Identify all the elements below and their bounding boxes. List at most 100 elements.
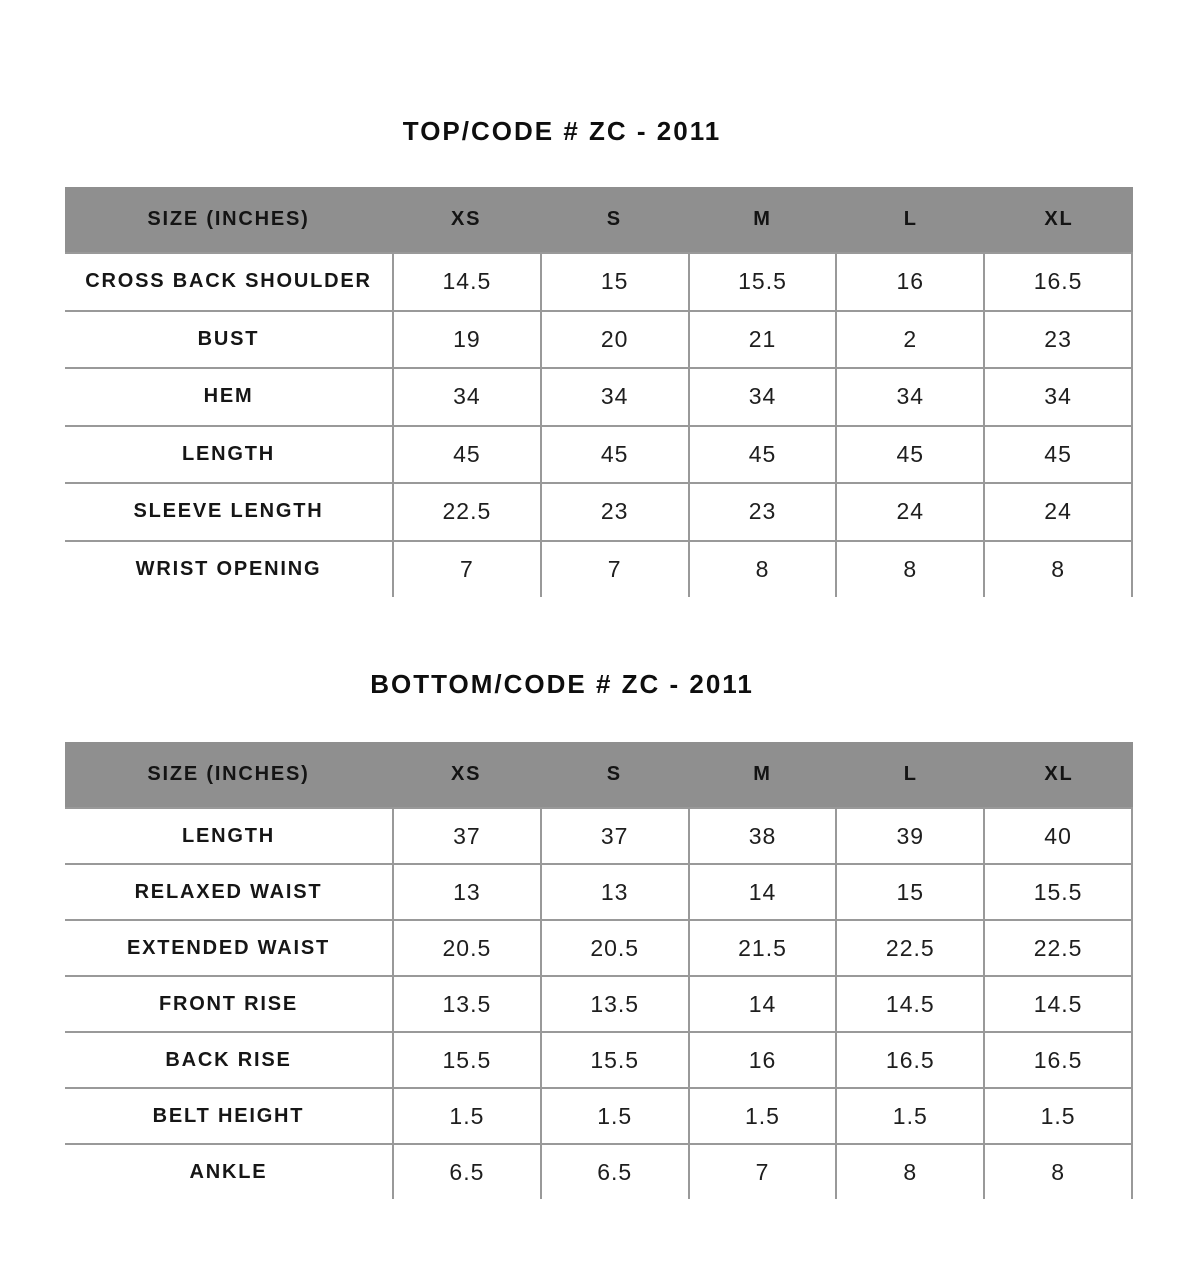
size-value-cell: 8 [687,541,836,597]
size-value-cell: 14 [687,977,836,1031]
size-value-cell: 13 [539,865,688,919]
column-header-l: L [903,208,918,230]
size-value-cell: 13.5 [539,977,688,1031]
size-value-cell: 14.5 [392,254,540,310]
size-value-cell: 45 [835,426,983,482]
size-value-cell: 15 [539,254,688,310]
size-value-cell: 2 [835,311,983,367]
size-value-cell: 8 [835,541,983,597]
row-label: HEM [203,385,254,408]
size-value-cell: 22.5 [392,484,540,540]
column-header-xl: XL [1044,763,1074,785]
table-row: HEM 34 34 34 34 34 [65,367,1133,425]
size-table-top: SIZE (INCHES) XS S M L XL CROSS BACK SHOULDER 1… [65,187,1133,597]
size-value-cell: 45 [539,426,688,482]
size-value-cell: 14.5 [983,977,1133,1031]
size-value-cell: 13 [392,865,540,919]
size-value-cell: 19 [392,311,540,367]
size-value-cell: 23 [539,484,688,540]
size-inches-header: SIZE (INCHES) [147,208,310,230]
table-row: LENGTH 37 37 38 39 40 [65,807,1133,863]
size-value-cell: 16.5 [983,254,1133,310]
table-row: ANKLE 6.5 6.5 7 8 8 [65,1143,1133,1199]
table-row: CROSS BACK SHOULDER 14.5 15 15.5 16 16.5 [65,252,1133,310]
size-value-cell: 45 [392,426,540,482]
size-table-header-row: SIZE (INCHES) XS S M L XL [65,187,1133,252]
size-value-cell: 21.5 [687,921,836,975]
size-table-header-row: SIZE (INCHES) XS S M L XL [65,742,1133,807]
size-value-cell: 7 [392,541,540,597]
size-value-cell: 1.5 [835,1089,983,1143]
size-value-cell: 7 [687,1145,836,1199]
size-value-cell: 20 [539,311,688,367]
table-title-top: TOP/CODE # ZC - 2011 [402,116,722,146]
row-label: BUST [197,327,260,350]
table-row: LENGTH 45 45 45 45 45 [65,424,1133,482]
size-value-cell: 34 [392,369,540,425]
table-row: EXTENDED WAIST 20.5 20.5 21.5 22.5 22.5 [65,919,1133,975]
size-value-cell: 15 [835,865,983,919]
size-value-cell: 1.5 [392,1089,540,1143]
row-label: ANKLE [189,1160,268,1183]
size-value-cell: 40 [983,809,1133,863]
row-label: EXTENDED WAIST [127,936,330,959]
size-value-cell: 15.5 [392,1033,540,1087]
size-inches-header: SIZE (INCHES) [147,763,310,785]
row-label: BELT HEIGHT [152,1104,305,1127]
size-value-cell: 45 [983,426,1133,482]
column-header-xl: XL [1044,208,1074,230]
column-header-s: S [606,208,622,230]
size-value-cell: 34 [687,369,836,425]
size-value-cell: 22.5 [983,921,1133,975]
size-value-cell: 37 [539,809,688,863]
size-table-bottom: SIZE (INCHES) XS S M L XL LENGTH 37 37 38 39 40 RELA… [65,742,1133,1199]
size-value-cell: 7 [539,541,688,597]
size-value-cell: 14.5 [835,977,983,1031]
size-value-cell: 34 [835,369,983,425]
size-value-cell: 8 [835,1145,983,1199]
size-value-cell: 16 [687,1033,836,1087]
table-row: RELAXED WAIST 13 13 14 15 15.5 [65,863,1133,919]
size-value-cell: 45 [687,426,836,482]
table-row: BUST 19 20 21 2 23 [65,309,1133,367]
size-value-cell: 16.5 [983,1033,1133,1087]
column-header-xs: XS [450,208,482,230]
size-value-cell: 20.5 [392,921,540,975]
table-row: FRONT RISE 13.5 13.5 14 14.5 14.5 [65,975,1133,1031]
table-row: WRIST OPENING 7 7 8 8 8 [65,539,1133,597]
column-header-l: L [903,763,918,785]
table-title-bottom: BOTTOM/CODE # ZC - 2011 [370,669,754,699]
size-value-cell: 15.5 [687,254,836,310]
size-value-cell: 34 [983,369,1133,425]
size-value-cell: 20.5 [539,921,688,975]
size-value-cell: 39 [835,809,983,863]
size-value-cell: 38 [687,809,836,863]
size-value-cell: 8 [983,541,1133,597]
row-label: WRIST OPENING [135,557,322,580]
row-label: RELAXED WAIST [134,880,323,903]
size-value-cell: 21 [687,311,836,367]
size-value-cell: 14 [687,865,836,919]
size-value-cell: 23 [687,484,836,540]
size-value-cell: 15.5 [983,865,1133,919]
size-value-cell: 8 [983,1145,1133,1199]
size-value-cell: 13.5 [392,977,540,1031]
size-value-cell: 1.5 [687,1089,836,1143]
size-value-cell: 6.5 [392,1145,540,1199]
table-row: SLEEVE LENGTH 22.5 23 23 24 24 [65,482,1133,540]
row-label: BACK RISE [165,1048,292,1071]
column-header-xs: XS [450,763,482,785]
size-value-cell: 6.5 [539,1145,688,1199]
row-label: CROSS BACK SHOULDER [85,270,372,293]
size-value-cell: 1.5 [539,1089,688,1143]
size-value-cell: 1.5 [983,1089,1133,1143]
row-label: LENGTH [181,442,276,465]
row-label: FRONT RISE [158,992,299,1015]
size-value-cell: 24 [835,484,983,540]
size-value-cell: 34 [539,369,688,425]
row-label: SLEEVE LENGTH [133,500,324,523]
size-value-cell: 24 [983,484,1133,540]
row-label: LENGTH [181,824,276,847]
size-value-cell: 37 [392,809,540,863]
